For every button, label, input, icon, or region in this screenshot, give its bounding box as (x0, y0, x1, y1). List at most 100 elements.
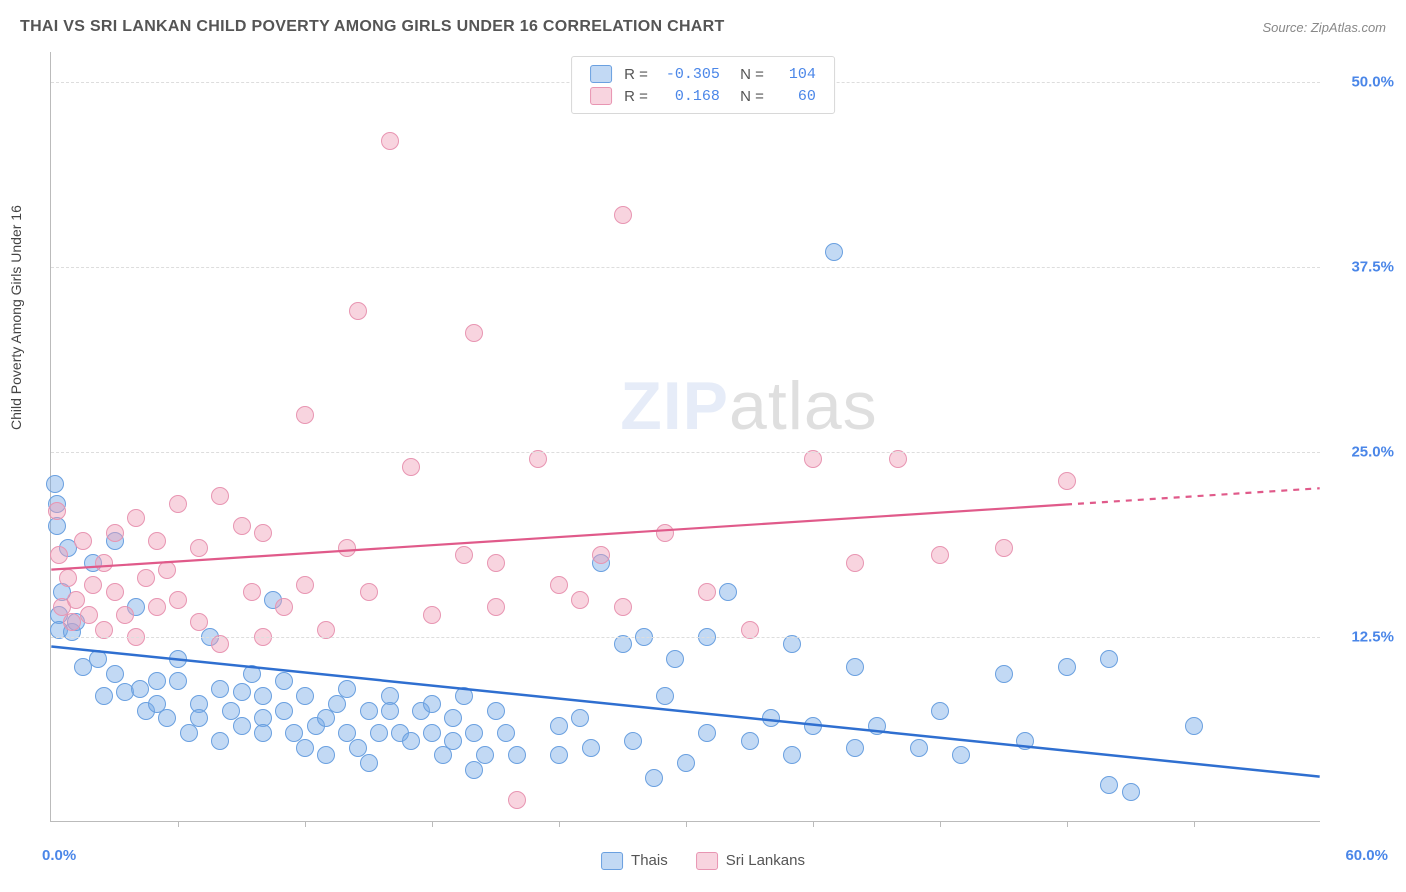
legend-item-srilankans: Sri Lankans (696, 852, 805, 869)
stats-R-value: -0.305 (654, 63, 726, 85)
watermark-zip: ZIP (620, 368, 729, 444)
data-point-thais (434, 746, 452, 764)
data-point-thais (1016, 732, 1034, 750)
data-point-thais (317, 709, 335, 727)
stats-R-label: R = (618, 63, 654, 85)
stats-R-label: R = (618, 85, 654, 107)
data-point-thais (1185, 717, 1203, 735)
data-point-srilankans (233, 517, 251, 535)
data-point-srilankans (317, 621, 335, 639)
x-tick (813, 821, 814, 827)
data-point-srilankans (592, 546, 610, 564)
data-point-srilankans (487, 554, 505, 572)
x-tick (305, 821, 306, 827)
regression-line-srilankans (51, 505, 1066, 570)
data-point-thais (614, 635, 632, 653)
stats-N-label: N = (726, 85, 770, 107)
data-point-srilankans (550, 576, 568, 594)
data-point-thais (106, 665, 124, 683)
plot-area: ZIPatlas (50, 52, 1320, 822)
data-point-thais (762, 709, 780, 727)
data-point-thais (275, 702, 293, 720)
stats-N-label: N = (726, 63, 770, 85)
data-point-thais (95, 687, 113, 705)
data-point-thais (148, 672, 166, 690)
data-point-thais (338, 680, 356, 698)
data-point-thais (370, 724, 388, 742)
data-point-thais (360, 702, 378, 720)
data-point-thais (719, 583, 737, 601)
data-point-srilankans (931, 546, 949, 564)
data-point-thais (190, 709, 208, 727)
data-point-thais (995, 665, 1013, 683)
data-point-srilankans (169, 591, 187, 609)
data-point-thais (233, 717, 251, 735)
data-point-srilankans (465, 324, 483, 342)
stats-N-value: 60 (770, 85, 822, 107)
data-point-srilankans (48, 502, 66, 520)
data-point-thais (444, 732, 462, 750)
data-point-thais (698, 724, 716, 742)
x-tick (432, 821, 433, 827)
data-point-thais (645, 769, 663, 787)
data-point-srilankans (741, 621, 759, 639)
legend-label-thais: Thais (631, 852, 668, 869)
x-tick (559, 821, 560, 827)
data-point-srilankans (804, 450, 822, 468)
y-tick-label: 50.0% (1351, 73, 1394, 90)
data-point-srilankans (656, 524, 674, 542)
data-point-thais (497, 724, 515, 742)
data-point-srilankans (243, 583, 261, 601)
data-point-thais (487, 702, 505, 720)
data-point-srilankans (63, 613, 81, 631)
x-tick (1194, 821, 1195, 827)
data-point-thais (169, 672, 187, 690)
data-point-srilankans (349, 302, 367, 320)
data-point-thais (296, 739, 314, 757)
x-axis-max-label: 60.0% (1345, 847, 1388, 864)
data-point-thais (508, 746, 526, 764)
data-point-thais (931, 702, 949, 720)
data-point-srilankans (211, 635, 229, 653)
data-point-srilankans (423, 606, 441, 624)
data-point-srilankans (67, 591, 85, 609)
data-point-thais (910, 739, 928, 757)
y-tick-label: 25.0% (1351, 443, 1394, 460)
data-point-thais (624, 732, 642, 750)
data-point-srilankans (106, 583, 124, 601)
data-point-srilankans (148, 532, 166, 550)
data-point-thais (1100, 776, 1118, 794)
data-point-thais (423, 724, 441, 742)
data-point-thais (328, 695, 346, 713)
data-point-srilankans (889, 450, 907, 468)
data-point-thais (243, 665, 261, 683)
data-point-srilankans (381, 132, 399, 150)
data-point-srilankans (338, 539, 356, 557)
data-point-srilankans (254, 524, 272, 542)
data-point-thais (169, 650, 187, 668)
data-point-thais (317, 746, 335, 764)
x-tick (940, 821, 941, 827)
data-point-thais (783, 635, 801, 653)
data-point-srilankans (508, 791, 526, 809)
gridline (51, 267, 1320, 268)
data-point-srilankans (95, 621, 113, 639)
data-point-srilankans (846, 554, 864, 572)
data-point-srilankans (74, 532, 92, 550)
data-point-thais (444, 709, 462, 727)
data-point-srilankans (571, 591, 589, 609)
data-point-thais (868, 717, 886, 735)
data-point-srilankans (148, 598, 166, 616)
data-point-srilankans (190, 539, 208, 557)
data-point-thais (46, 475, 64, 493)
data-point-thais (582, 739, 600, 757)
data-point-srilankans (529, 450, 547, 468)
data-point-thais (825, 243, 843, 261)
watermark: ZIPatlas (620, 367, 877, 445)
x-tick (686, 821, 687, 827)
data-point-srilankans (158, 561, 176, 579)
x-axis-min-label: 0.0% (42, 847, 76, 864)
data-point-thais (571, 709, 589, 727)
chart-title: THAI VS SRI LANKAN CHILD POVERTY AMONG G… (20, 18, 725, 36)
data-point-srilankans (296, 406, 314, 424)
